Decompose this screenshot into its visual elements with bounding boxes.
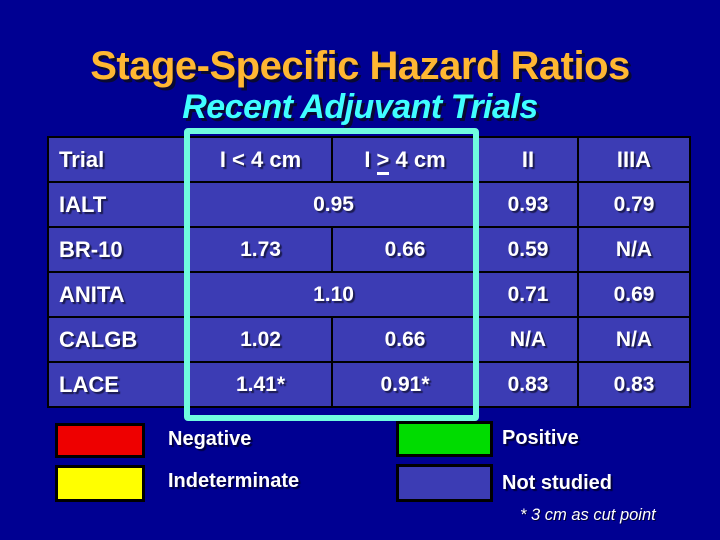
footnote: * 3 cm as cut point	[520, 506, 656, 524]
value-cell: N/A	[477, 316, 579, 363]
header-cell-size-large: I > 4 cm	[331, 136, 479, 183]
greater-equal-sign: >	[376, 146, 390, 175]
trial-name-cell: LACE	[47, 361, 190, 408]
trial-name-cell: BR-10	[47, 226, 190, 273]
trial-name-cell: CALGB	[47, 316, 190, 363]
table-row: IALT 0.95 0.93 0.79	[47, 181, 691, 228]
header-cell-stage-ii: II	[477, 136, 579, 183]
value-cell: 0.69	[577, 271, 691, 318]
legend-label-negative: Negative	[168, 428, 252, 450]
value-cell: 1.41*	[188, 361, 333, 408]
table-header-row: Trial I < 4 cm I > 4 cm II IIIA	[47, 136, 691, 183]
value-cell: 0.93	[477, 181, 579, 228]
trial-name-cell: IALT	[47, 181, 190, 228]
legend-swatch-negative	[55, 423, 145, 458]
value-cell: 1.10	[188, 271, 479, 318]
table-row: ANITA 1.10 0.71 0.69	[47, 271, 691, 318]
value-cell: 0.83	[577, 361, 691, 408]
legend-label-indeterminate: Indeterminate	[168, 470, 300, 492]
legend-swatch-positive	[396, 421, 493, 457]
value-cell: N/A	[577, 316, 691, 363]
legend-label-positive: Positive	[502, 427, 579, 449]
table-row: LACE 1.41* 0.91* 0.83 0.83	[47, 361, 691, 408]
value-cell: 0.66	[331, 226, 479, 273]
value-cell: 0.59	[477, 226, 579, 273]
table-row: BR-10 1.73 0.66 0.59 N/A	[47, 226, 691, 273]
value-cell: 0.83	[477, 361, 579, 408]
value-cell: 1.73	[188, 226, 333, 273]
trial-name-cell: ANITA	[47, 271, 190, 318]
value-cell: 0.71	[477, 271, 579, 318]
header-cell-stage-iiia: IIIA	[577, 136, 691, 183]
value-cell: 0.79	[577, 181, 691, 228]
table-row: CALGB 1.02 0.66 N/A N/A	[47, 316, 691, 363]
value-cell: N/A	[577, 226, 691, 273]
value-cell: 0.91*	[331, 361, 479, 408]
slide-subtitle: Recent Adjuvant Trials	[182, 88, 538, 126]
value-cell: 0.66	[331, 316, 479, 363]
legend-swatch-not-studied	[396, 464, 493, 502]
slide-title: Stage-Specific Hazard Ratios	[90, 44, 630, 88]
hazard-ratio-table: Trial I < 4 cm I > 4 cm II IIIA IALT 0.9…	[47, 136, 691, 408]
legend-label-not-studied: Not studied	[502, 472, 612, 494]
value-cell: 1.02	[188, 316, 333, 363]
header-cell-size-small: I < 4 cm	[188, 136, 333, 183]
header-cell-trial: Trial	[47, 136, 190, 183]
legend-swatch-indeterminate	[55, 465, 145, 502]
value-cell: 0.95	[188, 181, 479, 228]
